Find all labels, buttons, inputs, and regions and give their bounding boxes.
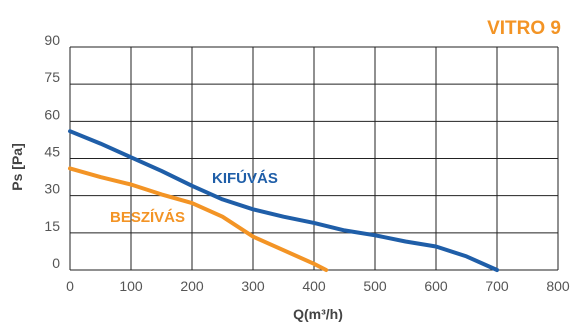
grid [69,46,559,271]
y-axis-label: Ps [Pa] [9,143,25,190]
y-tick-label: 45 [44,144,60,160]
series-label-2: BESZÍVÁS [110,209,185,226]
x-axis-label: Q(m³/h) [293,306,343,322]
y-tick-label: 75 [44,69,60,85]
x-tick-label: 700 [485,278,509,294]
x-tick-label: 200 [180,278,204,294]
series-line-2 [68,166,329,272]
y-tick-label: 0 [52,255,60,271]
chart-title: VITRO 9 [487,18,561,39]
x-tick-label: 800 [546,278,570,294]
x-tick-label: 100 [119,278,143,294]
y-tick-label: 60 [44,106,60,122]
series-label-1: KIFÚVÁS [212,169,278,187]
x-tick-label: 300 [241,278,265,294]
x-tick-label: 0 [66,278,74,294]
x-axis-ticks: 0 100 200 300 400 500 600 700 800 [66,278,570,294]
y-axis-ticks: 90 75 60 45 30 15 0 [44,32,60,271]
x-tick-label: 500 [363,278,387,294]
y-tick-label: 15 [44,218,60,234]
y-tick-label: 90 [44,32,60,48]
series-lines [68,129,499,272]
x-tick-label: 600 [424,278,448,294]
y-tick-label: 30 [44,181,60,197]
series-labels: KIFÚVÁS BESZÍVÁS [110,169,278,226]
x-tick-label: 400 [302,278,326,294]
series-line-1 [68,129,499,272]
